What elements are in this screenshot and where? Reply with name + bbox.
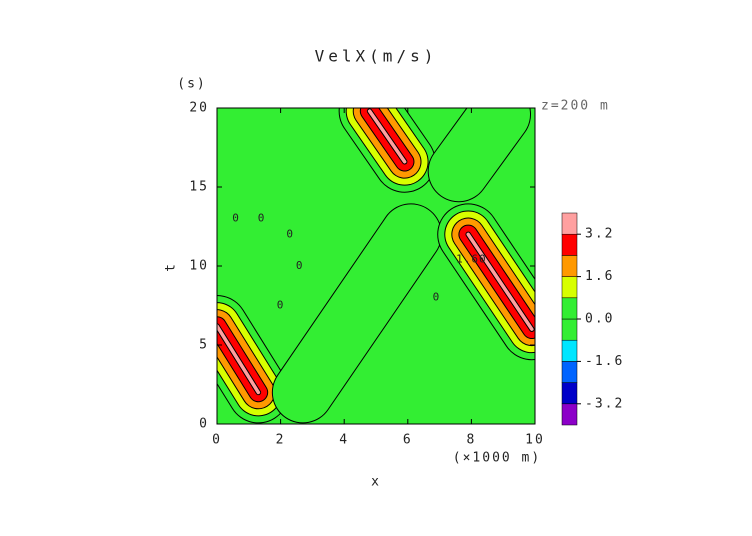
contour-label: 1.60 — [456, 253, 487, 266]
y-tick-label: 20 — [189, 101, 209, 116]
contour-band — [367, 109, 407, 164]
colorbar-cell — [561, 212, 578, 235]
colorbar-cell — [561, 297, 578, 320]
contour-label: 0 — [296, 259, 304, 272]
x-tick-label: 10 — [525, 433, 545, 448]
colorbar-cell — [561, 318, 578, 341]
colorbar-cell — [561, 403, 578, 426]
y-tick-label: 5 — [199, 338, 209, 353]
colorbar-tick-label: 1.6 — [585, 269, 614, 284]
contour-band — [466, 232, 534, 331]
x-tick-label: 6 — [403, 433, 413, 448]
x-unit: (×1000 m) — [453, 451, 541, 466]
contour-band — [428, 108, 531, 202]
colorbar-cell — [561, 339, 578, 362]
colorbar-cell — [561, 233, 578, 256]
y-tick-label: 15 — [189, 180, 209, 195]
colorbar-cell — [561, 276, 578, 299]
annotation: z=200 m — [541, 99, 610, 114]
y-tick-label: 10 — [189, 259, 209, 274]
field: 1.60 0 0 0 0 0 0 — [217, 108, 535, 424]
contour-band — [217, 324, 261, 395]
contour-label: 0 — [286, 227, 294, 240]
x-axis-label: x — [371, 475, 381, 490]
x-tick-label: 2 — [276, 433, 286, 448]
contour-label: 0 — [232, 212, 240, 225]
x-tick-label: 8 — [466, 433, 476, 448]
contour-label: 0 — [433, 291, 441, 304]
y-unit: (s) — [177, 77, 206, 92]
contour-label: 0 — [277, 299, 285, 312]
x-tick-label: 0 — [212, 433, 222, 448]
contour-band — [272, 204, 441, 423]
y-axis-label: t — [164, 262, 179, 272]
x-tick-label: 4 — [339, 433, 349, 448]
colorbar-cell — [561, 255, 578, 277]
contour-label: 0 — [258, 212, 266, 225]
colorbar-cell — [561, 382, 578, 405]
colorbar-tick-label: 0.0 — [585, 312, 614, 327]
colorbar-cell — [561, 361, 578, 383]
chart-title: VelX(m/s) — [315, 47, 438, 66]
colorbar-tick-label: -3.2 — [585, 396, 624, 411]
y-tick-label: 0 — [199, 417, 209, 432]
colorbar-tick-label: 3.2 — [585, 227, 614, 242]
colorbar-tick-label: -1.6 — [585, 354, 624, 369]
